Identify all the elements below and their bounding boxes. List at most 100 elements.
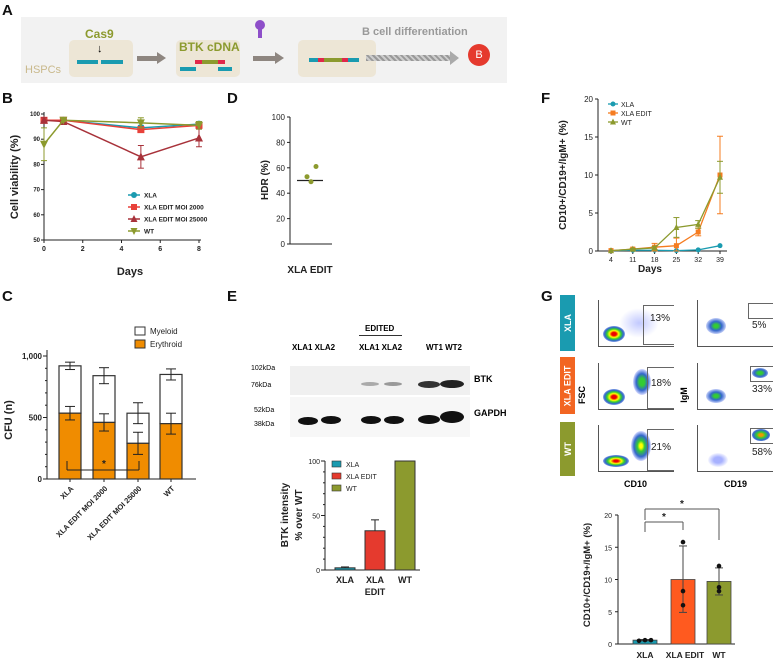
flow-gate (750, 428, 773, 444)
x-tick-label: 8 (197, 246, 201, 253)
flow-gate (750, 366, 773, 382)
arrow-head-icon (450, 51, 459, 65)
data-point (673, 223, 680, 230)
exon-icon (218, 67, 232, 71)
series-line-0 (610, 245, 721, 252)
data-point (313, 164, 319, 170)
y-tick-label: 20 (604, 513, 612, 520)
cell-population (706, 389, 726, 403)
legend-label: XLA EDIT MOI 25000 (144, 217, 208, 224)
data-point (136, 152, 145, 161)
cas9-label: Cas9 (85, 27, 114, 41)
data-point (195, 121, 203, 130)
flow-plot-cd10-xla: 13% (598, 300, 674, 347)
gapdh-band (384, 416, 404, 424)
igm-percent: 5% (752, 320, 767, 331)
data-point (636, 638, 642, 644)
legend-label: WT (346, 486, 358, 493)
cell-population (708, 453, 728, 467)
y-axis-label: % over WT (294, 489, 305, 540)
y-tick-label: 15 (604, 545, 612, 552)
x-tick-label: 39 (716, 257, 724, 264)
y-tick-label: 50 (312, 514, 320, 521)
data-point (717, 173, 723, 180)
significance-star: * (662, 512, 666, 523)
cell-population (752, 368, 768, 378)
y-tick-label: 0 (281, 240, 286, 249)
exon-icon (77, 60, 98, 64)
y-tick-label: 70 (33, 188, 40, 194)
legend-marker (130, 228, 138, 235)
x-tick-label: WT (398, 575, 412, 585)
x-tick-label: 0 (42, 246, 46, 253)
flow-gate (643, 305, 674, 345)
gapdh-blot (290, 397, 470, 437)
cd10-percent: 18% (651, 378, 672, 389)
bar (394, 460, 416, 571)
x-tick-label: WT (162, 484, 177, 499)
y-tick-label: 5 (589, 209, 594, 218)
panel-label-f: F (541, 90, 551, 107)
bar (364, 530, 386, 571)
genome-box-unedited (69, 40, 133, 77)
legend-marker (610, 101, 616, 107)
data-point (40, 140, 48, 149)
marker-76kda: 76kDa (251, 382, 272, 389)
arrow-icon (137, 56, 157, 61)
y-axis-label: BTK intensity (280, 482, 291, 547)
data-point (137, 126, 145, 134)
flow-row-label-xla-edit: XLA EDIT (560, 357, 575, 414)
flow-gate (748, 303, 773, 319)
legend-marker (610, 110, 616, 116)
panel-label-e: E (227, 288, 238, 305)
panel-label-d: D (227, 90, 238, 107)
legend-marker (130, 215, 138, 222)
y-tick-label: 10 (584, 171, 593, 180)
y-tick-label: 0 (589, 247, 594, 256)
data-point (717, 243, 723, 249)
cdna-icon (202, 60, 218, 64)
data-point (629, 245, 636, 252)
bar-erythroid (58, 412, 82, 480)
legend-label: Erythroid (150, 340, 182, 349)
btk-blot (290, 366, 470, 395)
cd10-percent: 21% (651, 442, 672, 453)
data-point (680, 539, 686, 545)
x-tick-label: 32 (694, 257, 702, 264)
schematic-panel: HSPCs Cas9 ↓ BTK cDNA B cell differentia… (21, 17, 507, 83)
series-line-3 (43, 119, 200, 145)
y-tick-label: 500 (29, 414, 43, 423)
data-point (40, 115, 48, 124)
legend-swatch (331, 484, 342, 492)
data-point (716, 563, 722, 569)
flow-plot-igm-wt: 58% (697, 425, 773, 472)
differentiation-arrow-icon (366, 55, 450, 61)
cell-population (603, 326, 625, 342)
legend-swatch-myeloid (134, 326, 146, 336)
cell-population (603, 455, 629, 467)
panel-label-b: B (2, 90, 13, 107)
btk-cdna-label: BTK cDNA (179, 40, 240, 54)
exon-icon (101, 60, 123, 64)
x-tick-label: 6 (158, 246, 162, 253)
y-tick-label: 90 (33, 137, 40, 143)
legend-label: Myeloid (150, 327, 178, 336)
legend-label: XLA (144, 193, 157, 200)
y-axis-label: CFU (n) (3, 400, 15, 440)
legend-label: XLA EDIT (621, 111, 652, 118)
y-tick-label: 0 (38, 475, 43, 484)
x-axis-label: XLA EDIT (287, 265, 332, 276)
y-tick-label: 40 (276, 189, 285, 198)
flow-plot-cd10-xla-edit: 18% (598, 363, 674, 410)
y-tick-label: 80 (276, 138, 285, 147)
y-tick-label: 1,000 (22, 352, 43, 361)
data-point (136, 119, 145, 128)
cell-population (603, 389, 625, 405)
y-tick-label: 20 (584, 95, 593, 104)
legend-marker (131, 204, 137, 210)
legend-label: XLA EDIT MOI 2000 (144, 205, 204, 212)
donor-arm-icon (218, 60, 225, 64)
b-cell-differentiation-label: B cell differentiation (362, 26, 468, 38)
btk-band (418, 381, 440, 388)
x-tick-label: EDIT (365, 587, 386, 597)
